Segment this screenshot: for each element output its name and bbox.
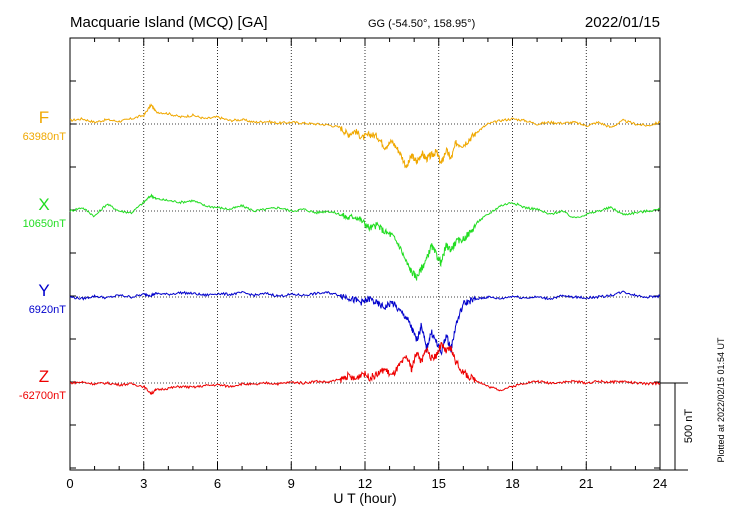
series-line-z — [69, 341, 661, 396]
observation-date: 2022/01/15 — [585, 14, 660, 31]
series-baseline-x: 10650nT — [23, 218, 67, 230]
series-name-z: Z — [39, 367, 49, 386]
series-line-y — [69, 290, 661, 356]
plotted-timestamp: Plotted at 2022/02/15 01:54 UT — [716, 337, 726, 463]
series-baseline-y: 6920nT — [29, 304, 67, 316]
x-tick-label: 0 — [66, 476, 73, 491]
station-title: Macquarie Island (MCQ) [GA] — [70, 14, 268, 31]
x-tick-label: 9 — [288, 476, 295, 491]
x-tick-label: 3 — [140, 476, 147, 491]
x-tick-label: 6 — [214, 476, 221, 491]
x-tick-label: 24 — [653, 476, 667, 491]
scale-bar: 500 nT — [660, 382, 695, 471]
x-tick-label: 15 — [432, 476, 446, 491]
series-name-y: Y — [38, 281, 49, 300]
series-baseline-f: 63980nT — [23, 131, 67, 143]
series-line-f — [69, 103, 661, 169]
grid-lines — [70, 38, 660, 470]
series-labels: F 63980nT X 10650nT Y 6920nT Z -62700nT — [19, 108, 66, 402]
series-lines — [69, 103, 661, 396]
x-tick-label: 12 — [358, 476, 372, 491]
series-name-x: X — [38, 195, 49, 214]
series-baseline-z: -62700nT — [19, 390, 66, 402]
series-name-f: F — [39, 108, 49, 127]
scale-bar-label: 500 nT — [683, 409, 695, 444]
x-axis-label: U T (hour) — [333, 490, 396, 506]
station-coordinates: GG (-54.50°, 158.95°) — [368, 18, 475, 30]
x-axis: 0 3 6 9 12 15 18 21 24 — [66, 38, 667, 491]
x-tick-label: 21 — [579, 476, 593, 491]
x-tick-label: 18 — [505, 476, 519, 491]
series-line-x — [69, 193, 661, 281]
